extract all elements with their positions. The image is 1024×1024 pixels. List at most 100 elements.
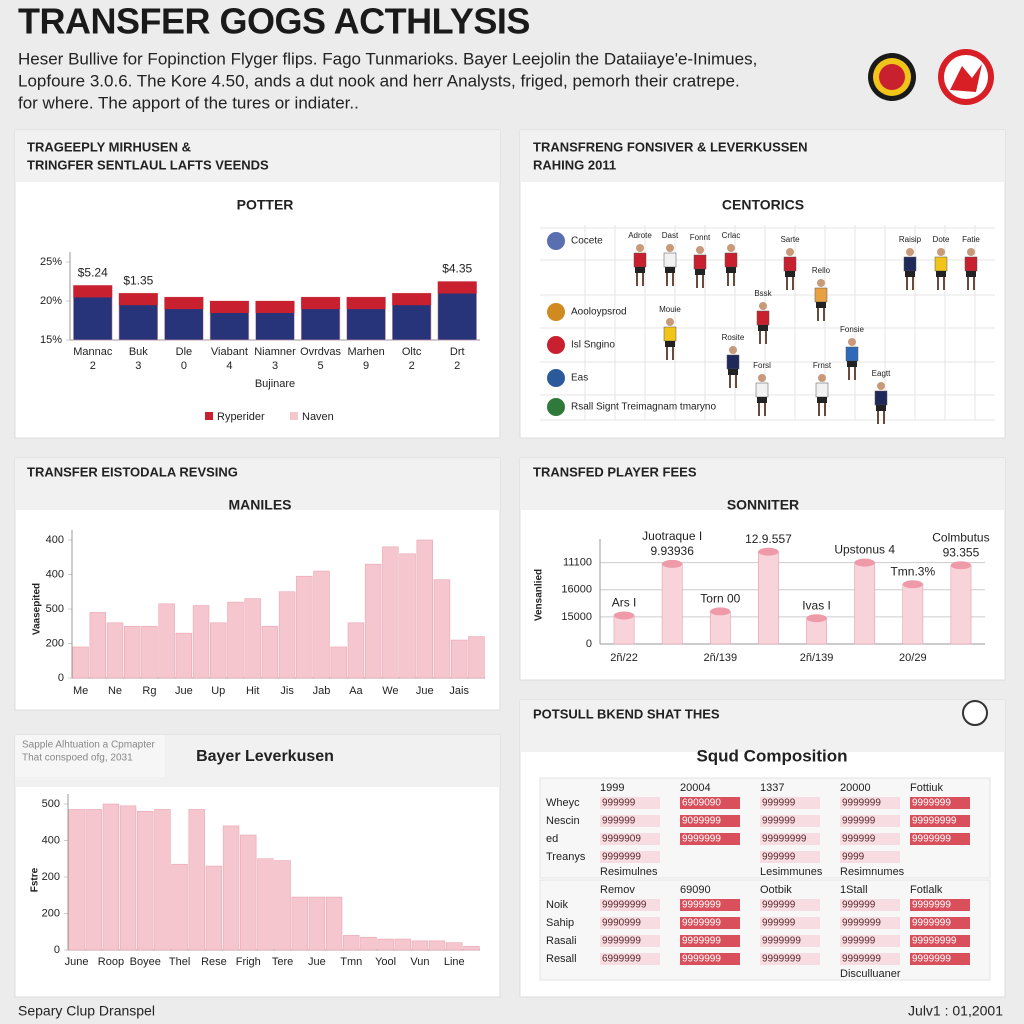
- row-label: Resall: [546, 953, 577, 965]
- bar: [463, 946, 480, 951]
- player-kit: [815, 382, 829, 398]
- bar-annotation: 93.355: [943, 545, 980, 559]
- player-head: [967, 248, 975, 256]
- bar: [141, 625, 158, 679]
- bar: [171, 863, 188, 951]
- y-tick-label: 16000: [561, 584, 592, 596]
- player-kit: [903, 256, 917, 272]
- y-tick-label: 400: [46, 534, 64, 546]
- bar-cap: [758, 547, 779, 556]
- bar-annotation: Tmn.3%: [890, 564, 935, 578]
- subtitle-line: for where. The apport of the tures or in…: [18, 93, 359, 112]
- cell-bg: [840, 797, 900, 809]
- player-kit: [633, 252, 647, 268]
- cell-bg: [600, 953, 660, 965]
- player-kit: [663, 326, 677, 342]
- bar: [244, 598, 261, 679]
- bar: [102, 803, 120, 951]
- y-tick-label: 0: [586, 638, 592, 650]
- player-head: [786, 248, 794, 256]
- cell-bg: [910, 935, 970, 947]
- table-cell: 9999999: [912, 834, 951, 845]
- bar: [364, 563, 382, 679]
- panel-header: [520, 458, 1005, 510]
- player-kit: [874, 390, 888, 406]
- y-tick-label: 20%: [40, 295, 62, 307]
- cell-bg: [910, 953, 970, 965]
- cell-bg: [760, 797, 820, 809]
- x-tick-label: Roop: [98, 956, 124, 968]
- table-cell: 999999: [842, 900, 876, 911]
- section-footer: Resimnumes: [840, 866, 905, 878]
- player-name: Fonnt: [690, 233, 711, 242]
- x-tick-label: Ovrdvas: [300, 346, 341, 358]
- cell-bg: [680, 833, 740, 845]
- bar-annotation: Colmbutus: [932, 530, 989, 544]
- category-count: 3: [135, 360, 141, 372]
- x-tick-label: Oltc: [402, 346, 422, 358]
- player-kit: [783, 256, 797, 272]
- player-shorts: [757, 397, 767, 403]
- bar: [854, 562, 876, 645]
- table-cell: 9999999: [762, 954, 801, 965]
- bar: [188, 809, 205, 951]
- row-label: ed: [546, 833, 558, 845]
- row-label: Eas: [571, 373, 588, 384]
- player-shorts: [728, 369, 738, 375]
- x-tick-label: Marhen: [347, 346, 384, 358]
- row-label: Wheyc: [546, 797, 580, 809]
- table-cell: 999999: [762, 918, 796, 929]
- x-tick-label: Niamner: [254, 346, 296, 358]
- player-name: Dast: [662, 231, 679, 240]
- player-shorts: [726, 267, 736, 273]
- table-cell: 9999999: [842, 798, 881, 809]
- player-name: Rello: [812, 266, 831, 275]
- bar-annotation: $4.35: [442, 262, 472, 276]
- bar: [68, 809, 85, 951]
- table-cell: 9999999: [602, 936, 641, 947]
- bar-cap: [806, 614, 827, 623]
- x-tick-label: Jais: [449, 685, 469, 697]
- table-cell: 999999: [602, 798, 636, 809]
- bar: [360, 936, 377, 951]
- bar: [416, 539, 433, 679]
- bar: [613, 615, 635, 645]
- table-cell: 9099999: [682, 816, 721, 827]
- bar: [222, 825, 240, 951]
- cell-bg: [910, 917, 970, 929]
- x-tick-label: Me: [73, 685, 88, 697]
- cell-bg: [680, 935, 740, 947]
- cell-bg: [600, 797, 660, 809]
- x-tick-label: 2ñ/22: [610, 652, 638, 664]
- table-cell: 999999: [842, 834, 876, 845]
- bar-cap: [164, 297, 204, 310]
- bar: [291, 896, 308, 951]
- bar-cap: [392, 293, 432, 306]
- table-cell: 999999: [842, 936, 876, 947]
- y-tick-label: 15%: [40, 334, 62, 346]
- bar: [278, 591, 296, 679]
- bar: [709, 611, 731, 645]
- player-shorts: [847, 361, 857, 367]
- player-shorts: [665, 341, 675, 347]
- bar-annotation: Torn 00: [700, 592, 740, 606]
- category-count: 0: [181, 360, 187, 372]
- bar-annotation: Ivas I: [802, 598, 831, 612]
- club-logo: [938, 49, 994, 105]
- player-shorts: [635, 267, 645, 273]
- bar: [227, 601, 244, 679]
- row-label: Rsall Signt Treimagnam tmaryno: [571, 402, 716, 413]
- table-cell: 6909090: [682, 798, 721, 809]
- y-tick-label: 15000: [561, 611, 592, 623]
- cell-bg: [760, 917, 820, 929]
- player-shorts: [785, 271, 795, 277]
- panel-heading: TRANSFER EISTODALA REVSING: [27, 464, 238, 479]
- x-tick-label: Hit: [246, 685, 259, 697]
- bar: [325, 896, 343, 951]
- legend-swatch: [290, 412, 298, 420]
- chart-title: POTTER: [237, 197, 294, 213]
- player-kit: [755, 382, 769, 398]
- x-tick-label: Thel: [169, 956, 190, 968]
- bar-annotation: Upstonus 4: [834, 543, 895, 557]
